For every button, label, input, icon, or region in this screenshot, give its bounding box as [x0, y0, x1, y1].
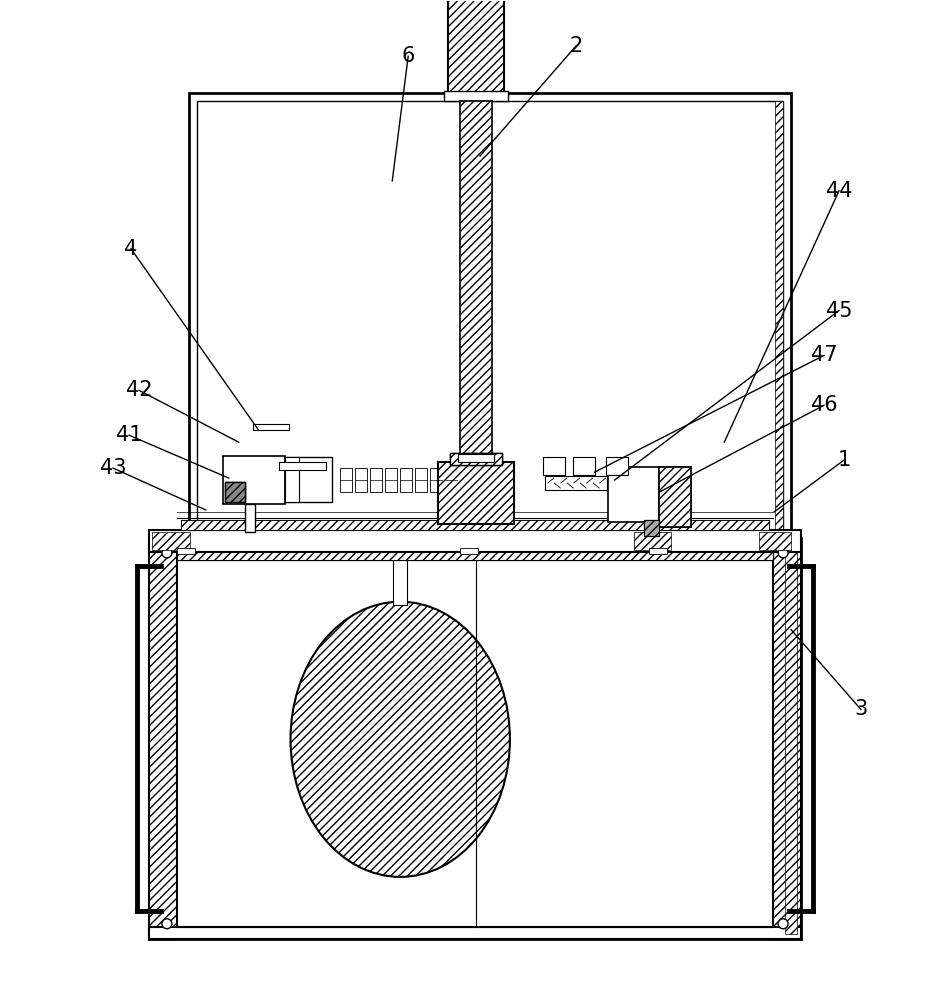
Circle shape [777, 919, 787, 929]
Bar [197, 101, 783, 534]
Bar [772, 538, 801, 939]
Bar [643, 520, 659, 536]
Bar [278, 462, 327, 470]
Bar [149, 530, 801, 552]
Bar [449, 453, 502, 465]
Bar [151, 532, 189, 550]
Bar [607, 467, 659, 522]
Bar [400, 468, 412, 492]
Text: 43: 43 [100, 458, 127, 478]
Bar [447, 0, 504, 93]
Bar [340, 468, 352, 492]
Text: 47: 47 [810, 345, 837, 365]
Bar [225, 482, 245, 502]
Bar [572, 457, 594, 475]
Bar [759, 532, 790, 550]
Bar [252, 424, 288, 430]
Bar [393, 535, 407, 605]
Circle shape [162, 548, 171, 558]
Text: 46: 46 [810, 395, 837, 415]
Bar [385, 468, 397, 492]
Bar [545, 476, 606, 490]
Bar [149, 927, 801, 939]
Bar [460, 101, 491, 470]
Circle shape [162, 919, 171, 929]
Bar [659, 467, 690, 527]
Bar [181, 520, 768, 530]
Ellipse shape [290, 602, 509, 877]
Bar [245, 504, 254, 532]
Bar [449, 453, 502, 465]
Bar [149, 538, 177, 939]
Bar [605, 457, 627, 475]
Bar [445, 468, 457, 492]
Bar [633, 532, 671, 550]
Text: 44: 44 [824, 181, 851, 201]
Bar [643, 520, 659, 536]
Bar [649, 548, 666, 554]
Bar [415, 468, 426, 492]
Circle shape [777, 548, 787, 558]
Bar [543, 457, 565, 475]
Bar [429, 468, 442, 492]
Bar [460, 548, 478, 554]
Bar [438, 462, 513, 524]
Bar [784, 543, 796, 934]
Bar [181, 520, 768, 530]
Bar [225, 482, 245, 502]
Text: 45: 45 [824, 301, 851, 321]
Text: 3: 3 [853, 699, 866, 719]
Bar [659, 467, 690, 527]
Text: 2: 2 [568, 36, 582, 56]
Text: 41: 41 [115, 425, 142, 445]
Bar [643, 520, 659, 536]
Bar [177, 548, 194, 554]
Text: 6: 6 [401, 46, 414, 66]
Bar [188, 93, 790, 542]
Bar [774, 101, 783, 534]
Bar [458, 454, 493, 462]
Bar [177, 552, 772, 560]
Text: 4: 4 [125, 239, 137, 259]
Text: 42: 42 [126, 380, 152, 400]
Bar [149, 538, 801, 939]
Bar [177, 552, 772, 560]
Bar [444, 91, 507, 101]
Bar [223, 456, 285, 504]
Bar [225, 482, 245, 502]
Text: 1: 1 [837, 450, 849, 470]
Bar [370, 468, 382, 492]
Bar [285, 457, 332, 502]
Bar [355, 468, 367, 492]
Bar [285, 457, 298, 502]
